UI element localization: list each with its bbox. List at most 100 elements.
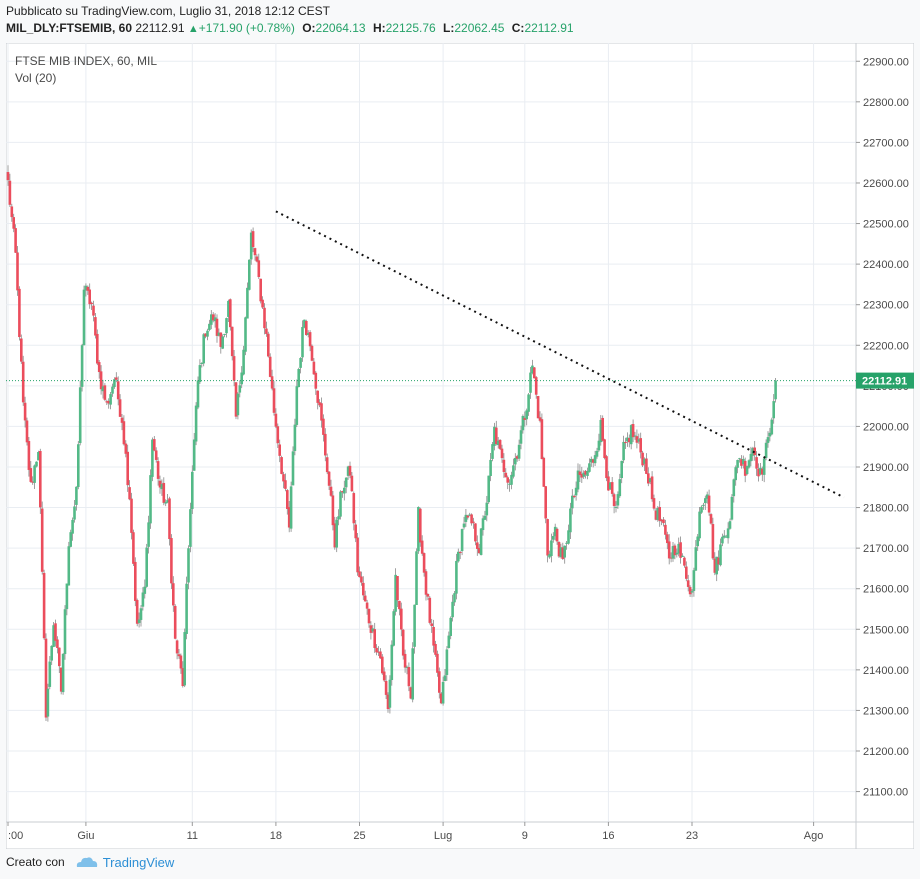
- candle-up: [734, 467, 737, 481]
- legend-title: FTSE MIB INDEX, 60, MIL: [15, 54, 157, 68]
- candle-down: [645, 458, 648, 474]
- candle-down: [272, 388, 276, 413]
- candle-up: [65, 583, 69, 610]
- candle-up: [189, 509, 192, 547]
- candle-down: [31, 481, 34, 483]
- candle-up: [73, 506, 76, 520]
- candle-up: [586, 470, 589, 476]
- high-value: 22125.76: [385, 21, 436, 35]
- candle-down: [536, 396, 540, 419]
- candle-down: [320, 403, 323, 421]
- time-tick-label: 25: [353, 830, 365, 842]
- candle-up: [728, 521, 732, 529]
- candle-up: [84, 285, 88, 291]
- trendline[interactable]: [275, 210, 845, 499]
- candle-up: [550, 540, 553, 557]
- time-tick-label: 9: [522, 830, 528, 842]
- candle-up: [468, 514, 471, 516]
- candle-down: [546, 519, 549, 556]
- price-tick-label: 21300.00: [863, 705, 909, 717]
- candle-down: [170, 538, 173, 584]
- candle-down: [132, 532, 135, 564]
- candle-down: [124, 443, 128, 454]
- candle-up: [764, 442, 768, 458]
- tradingview-link[interactable]: TradingView: [102, 854, 175, 870]
- candle-up: [160, 484, 164, 490]
- candle-up: [445, 649, 449, 675]
- candle-up: [626, 437, 629, 442]
- candle-up: [46, 688, 50, 717]
- candle-down: [683, 557, 686, 566]
- candle-down: [428, 597, 432, 623]
- candle-up: [217, 332, 221, 336]
- price-tick-label: 22500.00: [863, 219, 909, 231]
- candle-down: [753, 447, 756, 456]
- candle-up: [198, 365, 202, 383]
- candle-down: [92, 305, 95, 316]
- candle-down: [257, 260, 261, 278]
- candle-up: [512, 465, 515, 477]
- candle-up: [772, 401, 775, 419]
- candle-up: [696, 536, 699, 547]
- candle-up: [82, 289, 86, 346]
- candle-down: [168, 498, 171, 540]
- candle-up: [464, 514, 468, 522]
- candle-down: [761, 468, 764, 475]
- chart-legend: FTSE MIB INDEX, 60, MIL Vol (20): [15, 54, 157, 85]
- candle-up: [677, 543, 680, 554]
- candle-down: [54, 623, 57, 641]
- candle-up: [514, 457, 517, 465]
- tradingview-cloud-icon: [76, 857, 97, 867]
- chart-area[interactable]: 21100.00 21200.00 21300.00 21400.00 21500.00…: [5, 42, 915, 850]
- candles: [6, 165, 777, 722]
- candle-up: [111, 386, 114, 394]
- candle-down: [362, 582, 365, 596]
- candle-up: [548, 554, 551, 558]
- last-price-label: 22112.91: [862, 376, 907, 388]
- time-tick-label: 23: [686, 830, 698, 842]
- candle-down: [204, 333, 207, 337]
- time-axis[interactable]: :00 Giu 11 18 25 Lug 9 16 23 Ago: [6, 821, 914, 842]
- candle-down: [422, 553, 426, 573]
- candle-down: [379, 651, 382, 659]
- candle-down: [261, 299, 264, 308]
- candle-down: [284, 480, 287, 489]
- candle-down: [740, 459, 743, 466]
- candle-down: [686, 580, 690, 587]
- candle-down: [325, 457, 329, 473]
- candle-down: [424, 571, 428, 595]
- candle-up: [35, 461, 38, 467]
- price-tick-label: 21400.00: [863, 665, 909, 677]
- high-label: H:: [372, 21, 386, 35]
- candle-down: [327, 471, 331, 486]
- candle-up: [78, 387, 82, 444]
- price-axis[interactable]: 21100.00 21200.00 21300.00 21400.00 21500.00…: [6, 43, 914, 849]
- candle-down: [14, 228, 17, 253]
- candle-down: [103, 385, 107, 400]
- candle-up: [33, 465, 36, 483]
- candle-up: [519, 430, 523, 444]
- candle-down: [628, 438, 631, 443]
- price-tick-label: 22700.00: [863, 137, 909, 149]
- candle-up: [339, 491, 342, 517]
- candle-down: [312, 361, 316, 375]
- candle-up: [489, 459, 492, 477]
- candle-down: [27, 441, 31, 470]
- candle-up: [700, 506, 703, 513]
- candle-down: [398, 600, 401, 610]
- candle-up: [521, 415, 525, 431]
- candle-up: [457, 551, 460, 562]
- candle-down: [348, 465, 352, 476]
- candle-up: [141, 592, 145, 607]
- candle-down: [25, 420, 29, 443]
- candle-down: [540, 419, 544, 460]
- candle-down: [477, 547, 481, 554]
- candle-up: [491, 444, 494, 459]
- candle-down: [624, 442, 627, 444]
- candle-up: [50, 645, 53, 661]
- candle-up: [75, 486, 78, 505]
- price-tick-label: 21600.00: [863, 584, 909, 596]
- candlestick-chart[interactable]: 21100.00 21200.00 21300.00 21400.00 21500.00…: [5, 42, 915, 850]
- candle-down: [20, 338, 23, 362]
- candle-up: [206, 330, 209, 337]
